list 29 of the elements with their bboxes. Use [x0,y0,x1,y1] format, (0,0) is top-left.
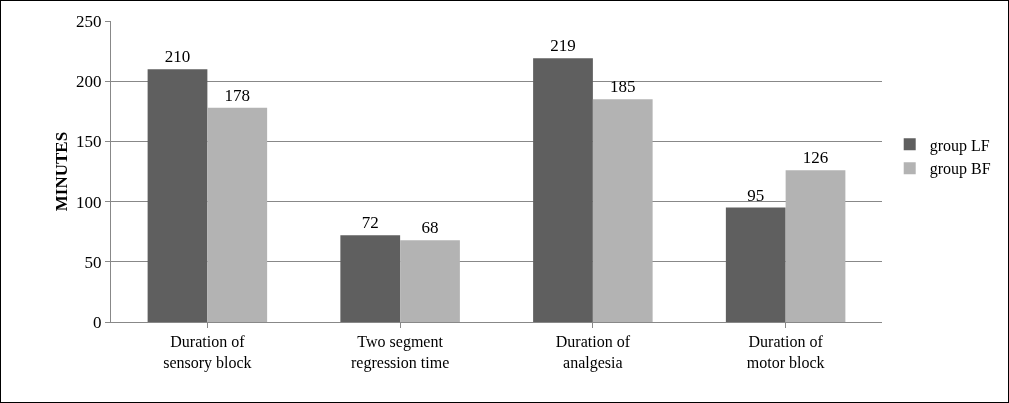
data-label: 210 [164,47,191,67]
y-tick-label: 150 [76,132,102,152]
y-tick-label: 250 [76,11,102,31]
bar [147,69,208,322]
data-label: 219 [550,36,576,56]
data-label: 68 [421,218,439,238]
bar [400,240,460,322]
x-tick-label: Duration of motor block [746,333,825,371]
x-tick-label: Two segment regression time [351,333,450,372]
bar [592,99,653,322]
bar [207,107,268,322]
data-label: 178 [224,85,251,105]
bar [725,207,786,322]
data-label: 126 [802,148,829,168]
y-tick-label: 200 [76,72,102,92]
x-tick-label: Duration of analgesia [555,333,631,372]
y-axis-title: MINUTES [52,131,71,212]
x-tick-label: Duration of sensory block [163,333,252,372]
y-tick-label: 50 [84,252,102,272]
y-tick-label: 100 [76,192,102,212]
legend-label: group BF [929,160,991,179]
data-label: 95 [747,185,765,205]
bar [533,58,593,322]
bar [785,170,846,322]
bar [340,235,401,322]
data-label: 72 [361,213,379,233]
legend-label: group LF [929,136,990,155]
y-tick-label: 0 [93,312,102,332]
data-label: 185 [610,77,636,97]
